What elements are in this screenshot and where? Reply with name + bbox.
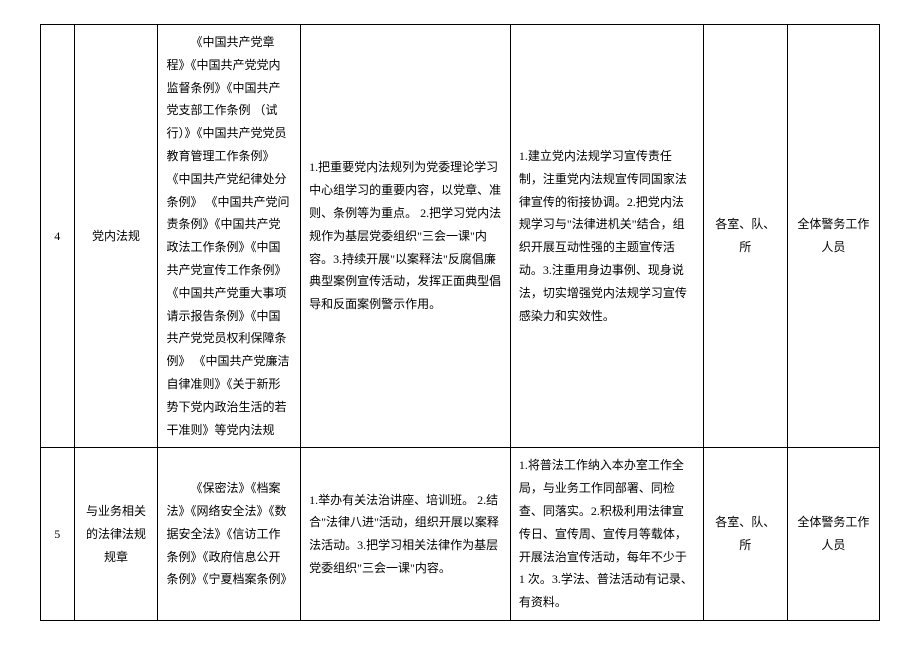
- cell-category: 党内法规: [74, 25, 158, 448]
- cell-measures: 1.举办有关法治讲座、培训班。 2.结合"法律八进"活动，组织开展以案释法活动。…: [301, 448, 511, 621]
- table-row: 4 党内法规 《中国共产党章程》《中国共产党党内监督条例》《中国共产党支部工作条…: [41, 25, 880, 448]
- cell-personnel: 全体警务工作人员: [787, 25, 879, 448]
- cell-department: 各室、队、所: [703, 448, 787, 621]
- cell-personnel: 全体警务工作人员: [787, 448, 879, 621]
- cell-measures: 1.把重要党内法规列为党委理论学习中心组学习的重要内容，以党章、准则、条例等为重…: [301, 25, 511, 448]
- cell-regulations: 《中国共产党章程》《中国共产党党内监督条例》《中国共产党支部工作条例 （试行）》…: [158, 25, 301, 448]
- cell-num: 5: [41, 448, 75, 621]
- cell-requirements: 1.将普法工作纳入本办室工作全局，与业务工作同部署、同检查、同落实。2.积极利用…: [510, 448, 703, 621]
- cell-num: 4: [41, 25, 75, 448]
- cell-category: 与业务相关的法律法规规章: [74, 448, 158, 621]
- table-row: 5 与业务相关的法律法规规章 《保密法》《档案法》《网络安全法》《数据安全法》《…: [41, 448, 880, 621]
- regulations-table: 4 党内法规 《中国共产党章程》《中国共产党党内监督条例》《中国共产党支部工作条…: [40, 24, 880, 621]
- cell-requirements: 1.建立党内法规学习宣传责任制，注重党内法规宣传同国家法律宣传的衔接协调。2.把…: [510, 25, 703, 448]
- cell-regulations: 《保密法》《档案法》《网络安全法》《数据安全法》《信访工作条例》《政府信息公开条…: [158, 448, 301, 621]
- cell-department: 各室、队、所: [703, 25, 787, 448]
